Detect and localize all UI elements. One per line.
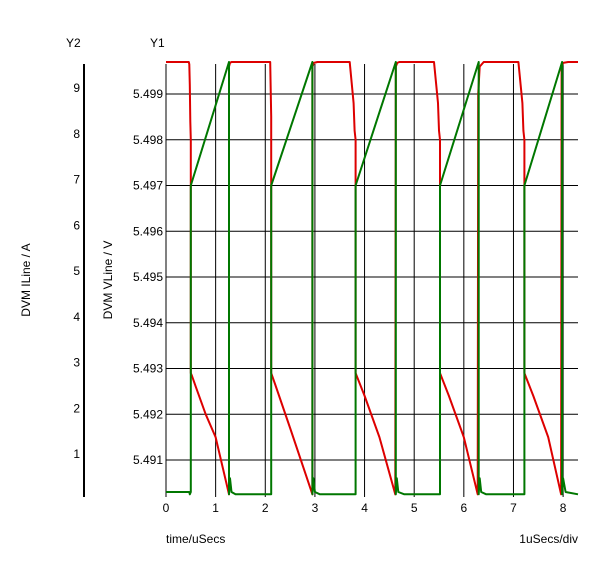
y1-tick-label: 5.497 [133,179,163,193]
y2-tick-label: 8 [73,127,80,141]
x-tick-label: 0 [163,501,170,515]
x-tick-label: 7 [510,501,517,515]
y2-tick-label: 3 [73,356,80,370]
y2-axis-label: DVM ILine / A [19,243,33,316]
y2-tick-label: 4 [73,310,80,324]
series-group [166,61,579,496]
x-tick-label: 3 [312,501,319,515]
x-scale-label: 1uSecs/div [519,532,578,546]
y2-tick-label: 5 [73,264,80,278]
y1-tick-label: 5.491 [133,453,163,467]
y1-title: Y1 [150,36,165,50]
axes-group: Y2 Y1 DVM ILine / A DVM VLine / V time/u… [19,36,578,546]
y2-tick-label: 9 [73,81,80,95]
series-line-1 [166,61,578,496]
y1-tick-label: 5.499 [133,87,163,101]
y1-tick-label: 5.494 [133,316,163,330]
x-tick-label: 8 [560,501,567,515]
y1-tick-label: 5.496 [133,224,163,238]
y2-title: Y2 [66,36,81,50]
x-axis-label: time/uSecs [166,532,225,546]
y1-tick-label: 5.493 [133,362,163,376]
x-tick-label: 2 [262,501,269,515]
gridlines [165,64,578,497]
y2-tick-label: 6 [73,218,80,232]
x-tick-label: 6 [460,501,467,515]
x-tick-label: 5 [411,501,418,515]
y2-tick-label: 7 [73,173,80,187]
y1-tick-label: 5.495 [133,270,163,284]
y2-tick-label: 2 [73,401,80,415]
y1-tick-label: 5.492 [133,407,163,421]
x-tick-label: 1 [212,501,219,515]
y1-tick-label: 5.498 [133,133,163,147]
y1-axis-label: DVM VLine / V [101,241,115,320]
y2-tick-label: 1 [73,447,80,461]
x-tick-label: 4 [361,501,368,515]
series-line-2 [166,61,579,496]
